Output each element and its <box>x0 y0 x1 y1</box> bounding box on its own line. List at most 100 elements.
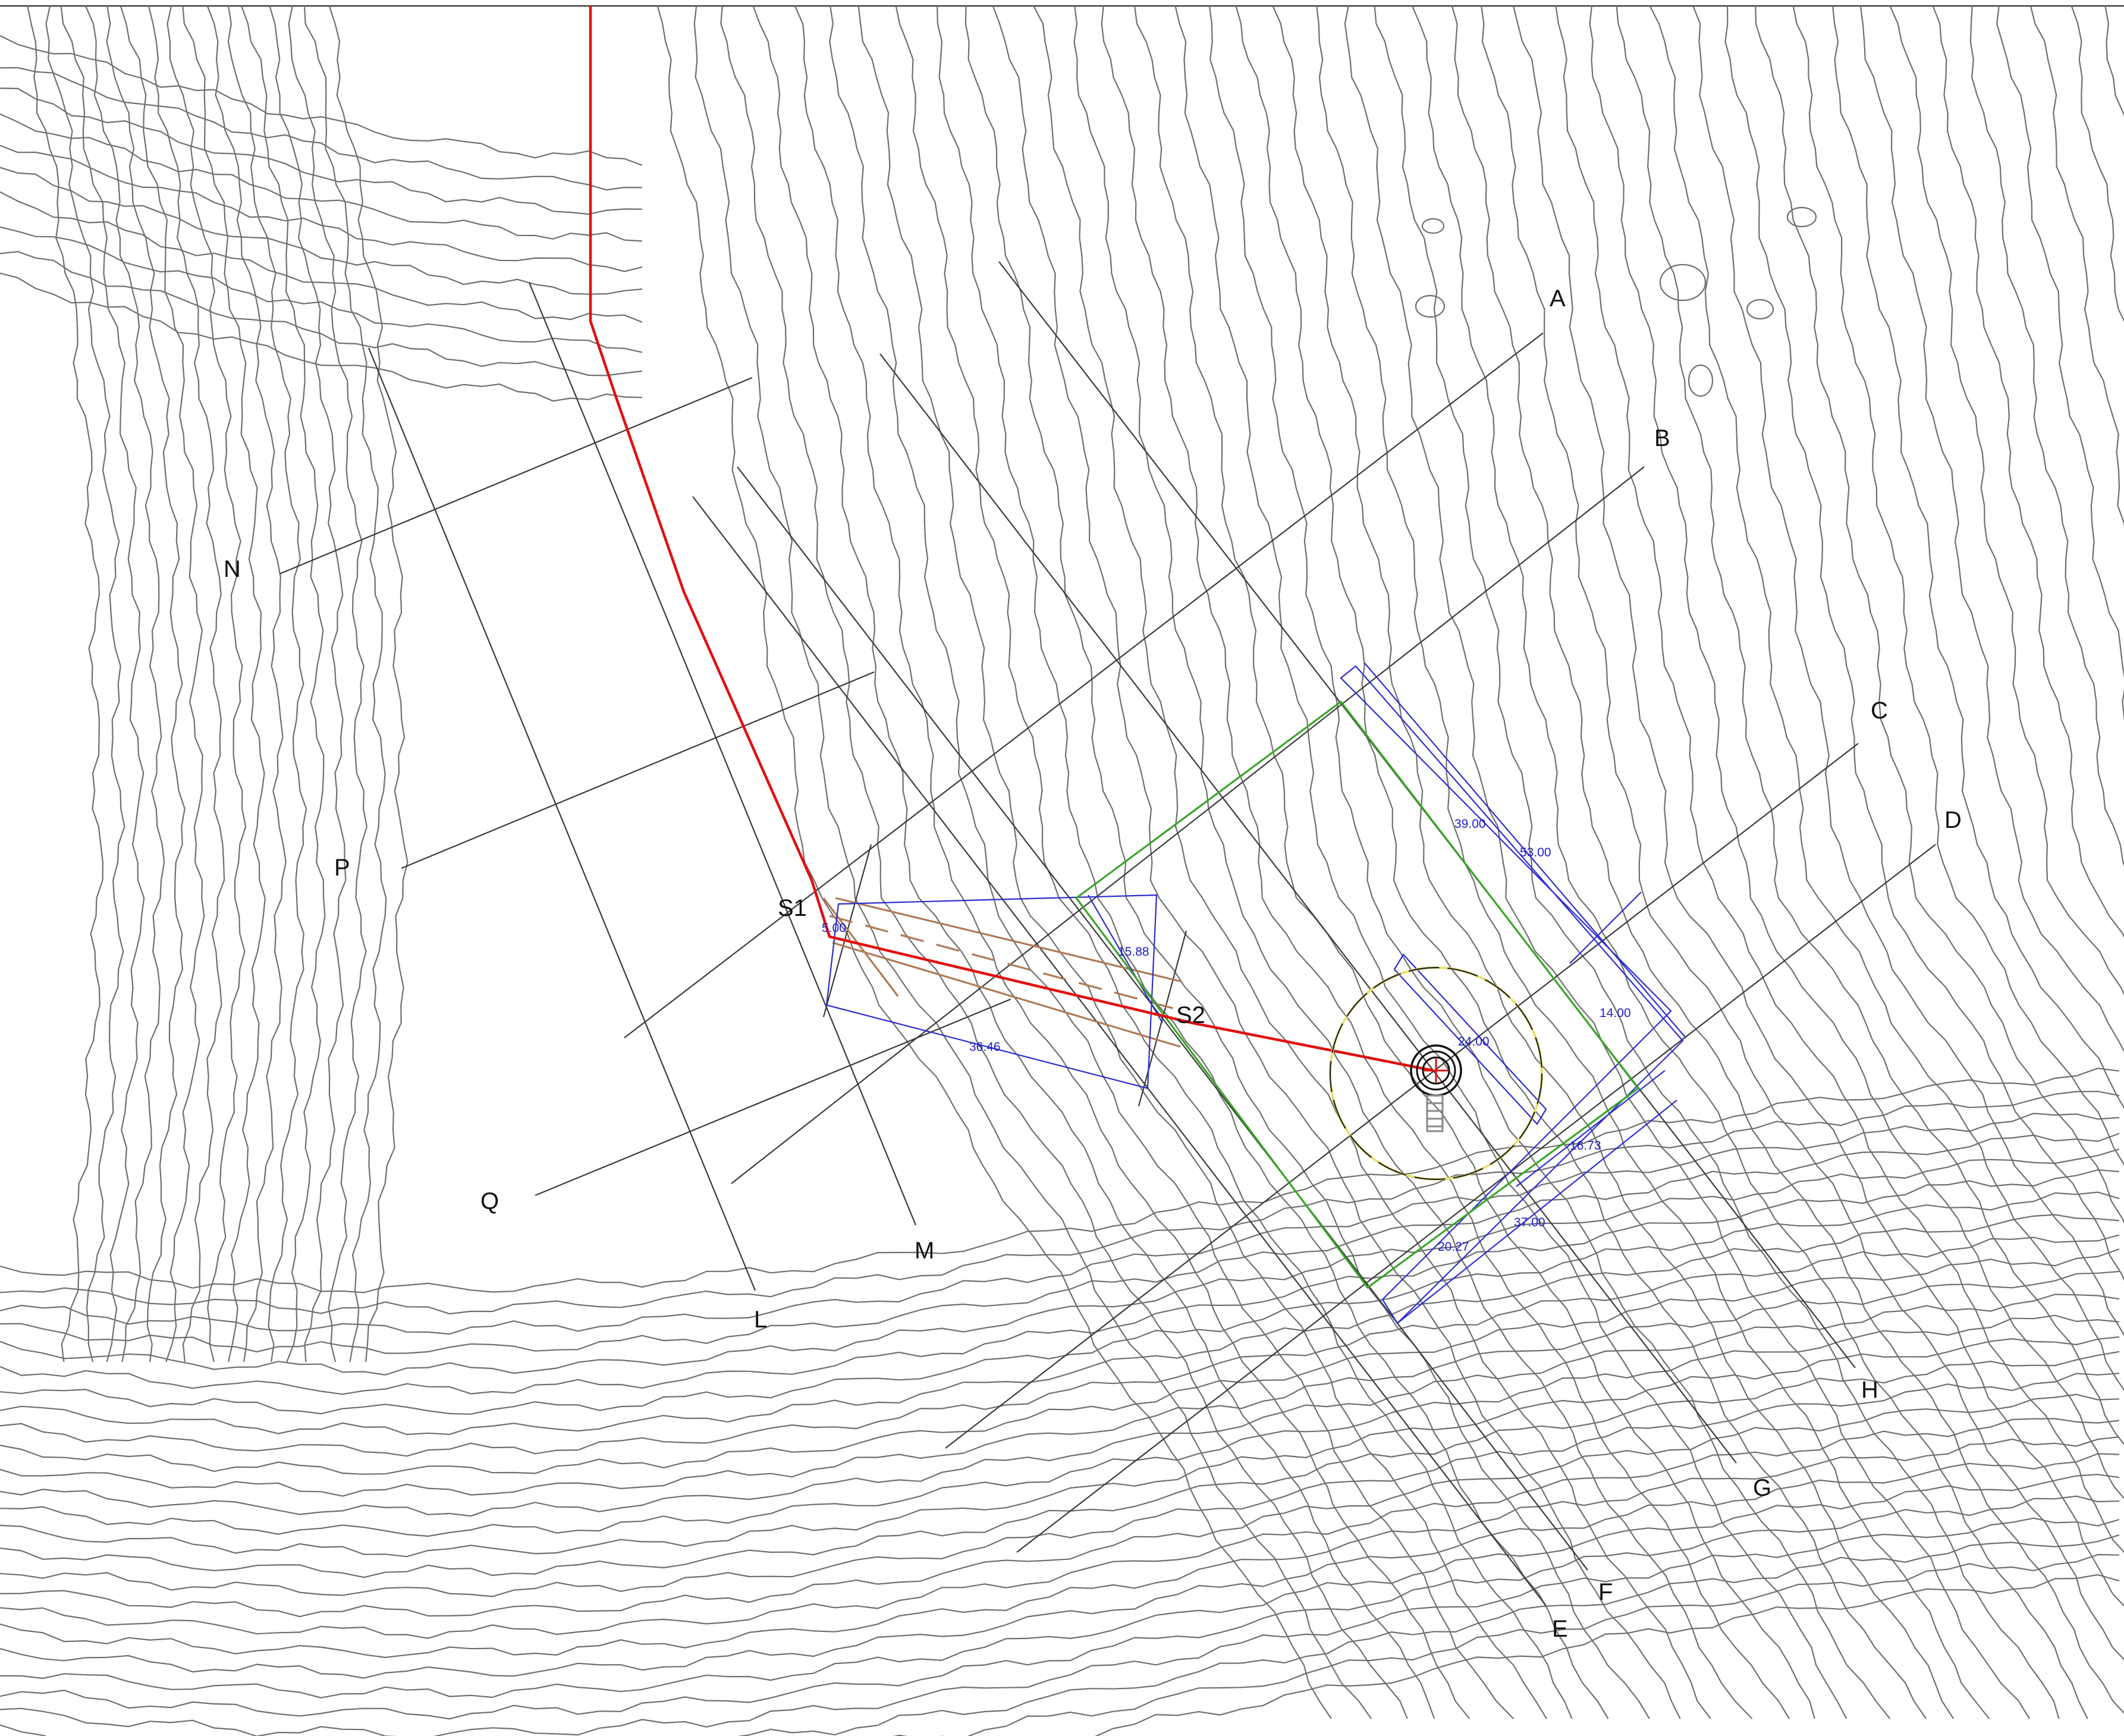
contour-line <box>240 5 326 1363</box>
section-label-g: G <box>1753 1475 1771 1501</box>
contour-loop <box>1421 218 1445 234</box>
contour-line <box>0 1112 2120 1335</box>
contour-line <box>1033 5 1711 1719</box>
contour-line <box>0 1148 2120 1376</box>
contour-line <box>0 226 643 353</box>
section-label-l: L <box>754 1307 767 1333</box>
contour-line <box>0 1270 2120 1497</box>
contour-line <box>1272 5 1955 1719</box>
dimension-value: 16.73 <box>1570 1139 1601 1153</box>
dimension-frame-outer <box>1340 665 1684 1324</box>
contour-line <box>964 5 1650 1719</box>
contour-line <box>1174 5 1847 1719</box>
contour-line <box>0 1132 2120 1354</box>
dimension-value: 36.46 <box>969 1040 1001 1054</box>
section-label-h: H <box>1861 1377 1878 1403</box>
contour-line <box>206 5 287 1363</box>
contour-line <box>2029 5 2124 526</box>
contour-line <box>1555 5 2124 1553</box>
cross-line-s2 <box>1138 930 1187 1107</box>
contour-line <box>2070 5 2124 322</box>
contour-line <box>0 1373 2120 1597</box>
section-lines <box>279 261 1936 1606</box>
dimension-value: 5.00 <box>822 921 846 935</box>
contour-line <box>1101 5 1790 1719</box>
contour-line <box>1755 5 2124 1225</box>
dimension-value: 14.00 <box>1600 1006 1631 1020</box>
contour-line <box>829 5 1515 1719</box>
station-label-s1: S1 <box>778 895 807 921</box>
dimension-value: 39.00 <box>1454 817 1486 831</box>
dimension-value: 24.00 <box>1458 1035 1490 1048</box>
contour-line <box>857 5 1548 1719</box>
dimension-value: 15.88 <box>1118 945 1149 959</box>
contour-line <box>0 87 643 215</box>
corridor-edge-south <box>832 941 1181 1048</box>
contour-line <box>656 5 1332 1719</box>
contour-line <box>147 5 225 1363</box>
contour-line <box>0 113 643 242</box>
contour-line <box>937 5 1609 1719</box>
section-label-c: C <box>1871 698 1888 724</box>
contour-line <box>1344 5 2030 1719</box>
corridor-edge-north <box>835 897 1181 982</box>
access-route <box>589 6 1434 1072</box>
contour-line <box>0 1068 2120 1294</box>
contour-line <box>27 5 104 1363</box>
section-label-q: Q <box>480 1188 499 1214</box>
section-line-a <box>624 332 1544 1038</box>
dimension-line-53 <box>1364 663 1686 1038</box>
section-line-m <box>528 282 917 1226</box>
contour-line <box>1832 5 2124 1109</box>
contour-line <box>0 1474 2120 1699</box>
dimension-line-15-88 <box>1088 894 1163 1024</box>
contour-line <box>120 5 205 1363</box>
contour-line <box>1649 5 2124 1391</box>
contour-line <box>1969 5 2124 867</box>
contour-line <box>303 5 387 1363</box>
contour-line <box>0 1314 2120 1537</box>
section-line-p <box>401 671 875 869</box>
section-label-n: N <box>224 556 241 582</box>
contour-line <box>0 250 643 376</box>
contour-line <box>0 191 643 323</box>
pipeline-corridor <box>822 897 1184 1048</box>
dimension-value: 20.27 <box>1438 1240 1469 1254</box>
contour-line <box>0 145 643 272</box>
contour-line <box>0 1234 2120 1457</box>
contour-line <box>0 1191 2120 1415</box>
contour-line <box>1724 5 2124 1281</box>
contour-line <box>1316 5 1990 1719</box>
contour-line <box>0 167 643 295</box>
contour-line <box>227 5 307 1363</box>
contour-loop <box>1746 299 1774 320</box>
section-label-f: F <box>1598 1579 1613 1605</box>
radius-circle-dash <box>1329 966 1543 1181</box>
contour-line <box>0 1436 2120 1659</box>
contour-loop <box>1688 364 1714 397</box>
contour-line <box>893 1553 2120 1736</box>
contour-loop <box>1415 294 1446 318</box>
contour-line <box>1616 5 2124 1446</box>
section-line-d <box>1016 844 1936 1553</box>
contour-line <box>0 1534 2120 1736</box>
corridor-centerline <box>829 915 1184 1012</box>
dimension-line-37 <box>1397 1100 1677 1324</box>
contour-line <box>166 5 247 1363</box>
contour-line <box>0 1418 2120 1639</box>
contour-line <box>1859 5 2124 1053</box>
dimension-frame-well <box>1393 953 1547 1125</box>
contour-line <box>328 5 409 1363</box>
dimension-line-16-73 <box>1516 1070 1666 1187</box>
contour-line <box>895 5 1573 1719</box>
dimension-line-14 <box>1569 891 1642 964</box>
contour-line <box>84 5 165 1363</box>
section-line-q <box>535 998 1011 1197</box>
section-line-n <box>279 376 753 575</box>
contour-loop <box>1786 206 1817 228</box>
contour-line <box>1889 5 2124 996</box>
contour-line <box>0 67 643 191</box>
dimension-labels: 5.00 15.88 36.46 39.00 53.00 14.00 24.00… <box>822 817 1631 1254</box>
contour-line <box>1411 5 2088 1719</box>
